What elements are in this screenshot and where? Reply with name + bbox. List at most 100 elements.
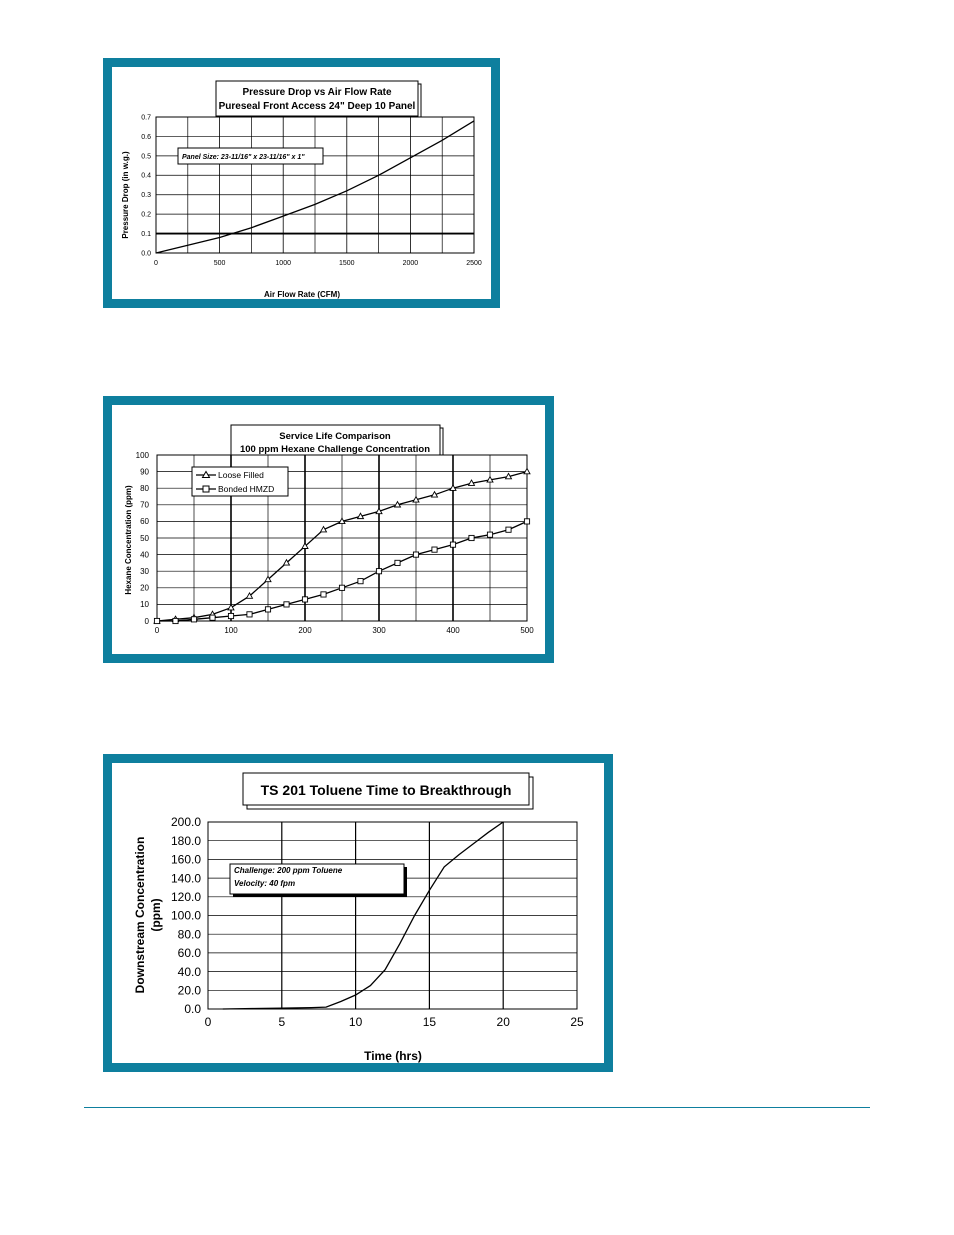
square-marker — [357, 578, 364, 585]
y-tick-label: 30 — [140, 567, 149, 576]
chart1-y-axis-label: Pressure Drop (in w.g.) — [121, 151, 130, 239]
triangle-marker — [430, 490, 439, 498]
square-marker — [264, 606, 272, 613]
chart1-annotation-box: Panel Size: 23-11/16" x 23-11/16" x 1" — [177, 147, 324, 165]
square-marker — [172, 617, 179, 625]
x-tick-label: 0 — [155, 626, 160, 635]
footer-divider — [84, 1107, 870, 1108]
triangle-marker — [282, 558, 291, 566]
chart2-title-box: Service Life Comparison 100 ppm Hexane C… — [230, 424, 444, 461]
chart3-annotation-line1: Challenge: 200 ppm Toluene — [234, 866, 343, 875]
triangle-marker — [467, 479, 476, 486]
y-tick-label: 70 — [140, 501, 149, 510]
x-tick-label: 500 — [214, 260, 226, 267]
chart1-subtitle: Pureseal Front Access 24" Deep 10 Panel — [219, 101, 416, 112]
y-tick-label: 40.0 — [178, 965, 202, 979]
legend-item-bonded-hmzd: Bonded HMZD — [196, 484, 274, 494]
y-tick-label: 60.0 — [178, 946, 202, 960]
chart3-x-axis-label: Time (hrs) — [364, 1049, 422, 1063]
legend-triangle-marker — [201, 470, 211, 478]
y-tick-label: 0.4 — [141, 173, 151, 180]
x-tick-label: 5 — [278, 1015, 285, 1029]
chart3-plot-area: 0 5 10 15 20 25 0.0 20.0 40.0 60.0 80.0 100.0 120.0 1… — [171, 815, 584, 1029]
x-tick-label: 1000 — [275, 260, 291, 267]
x-tick-label: 100 — [224, 626, 238, 635]
chart2-subtitle: 100 ppm Hexane Challenge Concentration — [240, 444, 430, 455]
triangle-marker — [227, 603, 235, 611]
y-tick-label: 20 — [140, 584, 149, 593]
square-marker — [190, 616, 198, 623]
square-marker — [412, 551, 420, 558]
y-tick-label: 50 — [140, 534, 149, 543]
chart1-title: Pressure Drop vs Air Flow Rate — [242, 87, 392, 98]
x-tick-label: 15 — [423, 1015, 437, 1029]
y-tick-label: 200.0 — [171, 815, 201, 829]
triangle-marker — [375, 507, 383, 515]
chart3-annotation-box: Challenge: 200 ppm Toluene Velocity: 40 … — [229, 863, 407, 897]
triangle-marker — [393, 500, 402, 508]
square-marker — [375, 568, 383, 575]
legend-label-bonded-hmzd: Bonded HMZD — [218, 484, 274, 494]
triangle-marker — [319, 525, 328, 533]
legend-square-marker — [202, 485, 210, 493]
triangle-marker — [245, 591, 254, 599]
square-marker — [468, 534, 475, 542]
y-tick-label: 0.0 — [141, 250, 151, 257]
y-tick-label: 0.1 — [141, 231, 151, 238]
triangle-marker — [504, 472, 513, 480]
square-marker — [394, 559, 401, 566]
triangle-marker — [412, 495, 420, 503]
y-tick-label: 60 — [140, 517, 149, 526]
y-tick-label: 0.6 — [141, 134, 151, 141]
y-tick-label: 0.5 — [141, 153, 151, 160]
y-tick-label: 0.3 — [141, 192, 151, 199]
y-tick-label: 90 — [140, 467, 149, 476]
y-tick-label: 40 — [140, 550, 149, 559]
chart3-y-axis-label-line1: Downstream Concentration — [133, 837, 147, 994]
triangle-marker — [486, 475, 494, 483]
y-tick-label: 20.0 — [178, 984, 202, 998]
y-tick-label: 80.0 — [178, 927, 202, 941]
chart2-y-axis-label: Hexane Concentration (ppm) — [124, 485, 133, 595]
triangle-marker — [301, 542, 309, 549]
square-marker — [486, 531, 494, 538]
x-tick-label: 25 — [570, 1015, 584, 1029]
triangle-marker — [523, 467, 531, 475]
chart3-title-box: TS 201 Toluene Time to Breakthrough — [242, 772, 534, 810]
x-tick-label: 500 — [520, 626, 534, 635]
square-marker — [209, 614, 216, 621]
x-tick-label: 10 — [349, 1015, 363, 1029]
y-tick-label: 10 — [140, 600, 149, 609]
y-tick-label: 120.0 — [171, 890, 201, 904]
square-marker — [246, 611, 253, 618]
y-tick-label: 80 — [140, 484, 149, 493]
square-marker — [227, 612, 235, 620]
y-tick-label: 100 — [136, 451, 150, 460]
chart1-x-axis-label: Air Flow Rate (CFM) — [264, 290, 340, 299]
pressure-drop-svg: Pressure Drop vs Air Flow Rate Pureseal … — [121, 80, 482, 299]
x-tick-label: 0 — [205, 1015, 212, 1029]
chart3-title: TS 201 Toluene Time to Breakthrough — [261, 782, 512, 798]
y-tick-label: 0.2 — [141, 212, 151, 219]
x-tick-label: 200 — [298, 626, 312, 635]
chart1-annotation: Panel Size: 23-11/16" x 23-11/16" x 1" — [182, 154, 305, 161]
y-tick-label: 0.7 — [141, 114, 151, 121]
square-marker — [523, 518, 531, 525]
square-marker — [283, 601, 290, 608]
y-tick-label: 160.0 — [171, 853, 201, 867]
series-line-1 — [222, 821, 504, 1010]
triangle-marker — [449, 484, 457, 491]
triangle-marker — [338, 517, 346, 525]
square-marker — [301, 596, 309, 603]
chart2-plot-area: 0 100 200 300 400 500 0 10 20 30 40 50 60 70 80 90 100 — [136, 451, 535, 635]
x-tick-label: 0 — [154, 260, 158, 267]
chart2-legend: Loose Filled Bonded HMZD — [191, 466, 289, 497]
triangle-marker — [356, 512, 365, 520]
y-tick-label: 180.0 — [171, 834, 201, 848]
x-tick-label: 400 — [446, 626, 460, 635]
chart3-y-axis-label-line2: (ppm) — [149, 898, 163, 931]
x-tick-label: 2000 — [403, 260, 419, 267]
square-marker — [338, 584, 346, 591]
toluene-breakthrough-svg: TS 201 Toluene Time to Breakthrough 0 5 10… — [133, 772, 584, 1063]
square-marker — [505, 526, 512, 533]
